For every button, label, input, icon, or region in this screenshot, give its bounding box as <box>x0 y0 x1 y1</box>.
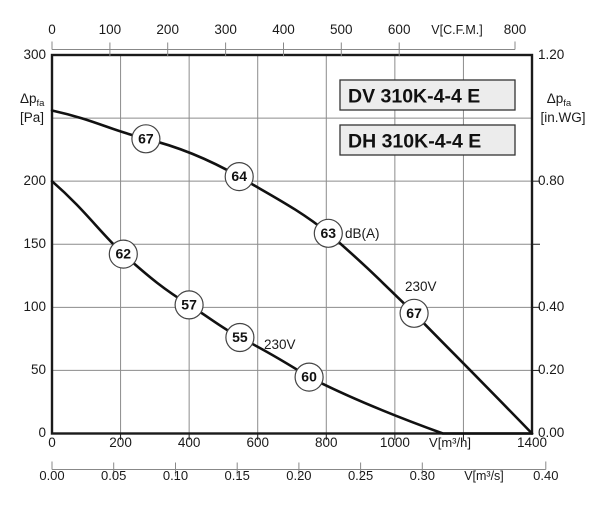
svg-text:V[m³/s]: V[m³/s] <box>464 469 504 483</box>
svg-text:55: 55 <box>232 329 248 345</box>
svg-text:0.30: 0.30 <box>410 468 435 483</box>
svg-text:67: 67 <box>406 305 422 321</box>
svg-text:63: 63 <box>321 225 337 241</box>
svg-text:0.15: 0.15 <box>225 468 250 483</box>
svg-text:600: 600 <box>246 435 269 450</box>
svg-text:0: 0 <box>48 22 56 37</box>
svg-text:400: 400 <box>272 22 295 37</box>
svg-text:Δpfa: Δpfa <box>20 91 45 109</box>
svg-text:100: 100 <box>99 22 122 37</box>
svg-text:DV 310K-4-4 E: DV 310K-4-4 E <box>348 86 480 108</box>
svg-text:0.05: 0.05 <box>101 468 126 483</box>
svg-text:100: 100 <box>23 299 46 314</box>
svg-text:0.25: 0.25 <box>348 468 373 483</box>
svg-text:0.80: 0.80 <box>538 173 564 188</box>
svg-text:67: 67 <box>138 130 154 146</box>
svg-text:64: 64 <box>231 168 247 184</box>
svg-text:V[C.F.M.]: V[C.F.M.] <box>431 23 482 37</box>
svg-text:[in.WG]: [in.WG] <box>540 110 585 125</box>
svg-text:50: 50 <box>31 362 46 377</box>
svg-text:1000: 1000 <box>380 435 410 450</box>
svg-text:800: 800 <box>504 22 527 37</box>
svg-text:57: 57 <box>181 296 197 312</box>
svg-text:230V: 230V <box>405 279 437 294</box>
svg-text:400: 400 <box>178 435 201 450</box>
svg-text:1.20: 1.20 <box>538 47 564 62</box>
svg-text:300: 300 <box>214 22 237 37</box>
svg-text:200: 200 <box>109 435 132 450</box>
svg-text:[Pa]: [Pa] <box>20 110 44 125</box>
svg-text:0.40: 0.40 <box>533 468 558 483</box>
svg-text:0.00: 0.00 <box>538 425 564 440</box>
svg-text:200: 200 <box>156 22 179 37</box>
svg-text:150: 150 <box>23 236 46 251</box>
svg-text:0: 0 <box>38 425 46 440</box>
svg-text:0.20: 0.20 <box>538 362 564 377</box>
svg-text:0.10: 0.10 <box>163 468 188 483</box>
svg-text:60: 60 <box>301 369 317 385</box>
svg-text:62: 62 <box>116 246 132 262</box>
svg-text:dB(A): dB(A) <box>345 226 380 241</box>
svg-text:0.00: 0.00 <box>39 468 64 483</box>
svg-text:0: 0 <box>48 435 56 450</box>
svg-text:600: 600 <box>388 22 411 37</box>
svg-text:Δpfa: Δpfa <box>547 91 572 109</box>
svg-text:0.20: 0.20 <box>286 468 311 483</box>
svg-text:200: 200 <box>23 173 46 188</box>
svg-text:230V: 230V <box>264 337 296 352</box>
svg-text:500: 500 <box>330 22 353 37</box>
svg-text:0.40: 0.40 <box>538 299 564 314</box>
svg-text:V[m³/h]: V[m³/h] <box>429 435 471 450</box>
svg-text:300: 300 <box>23 47 46 62</box>
svg-text:DH 310K-4-4 E: DH 310K-4-4 E <box>348 131 481 153</box>
svg-text:800: 800 <box>315 435 338 450</box>
